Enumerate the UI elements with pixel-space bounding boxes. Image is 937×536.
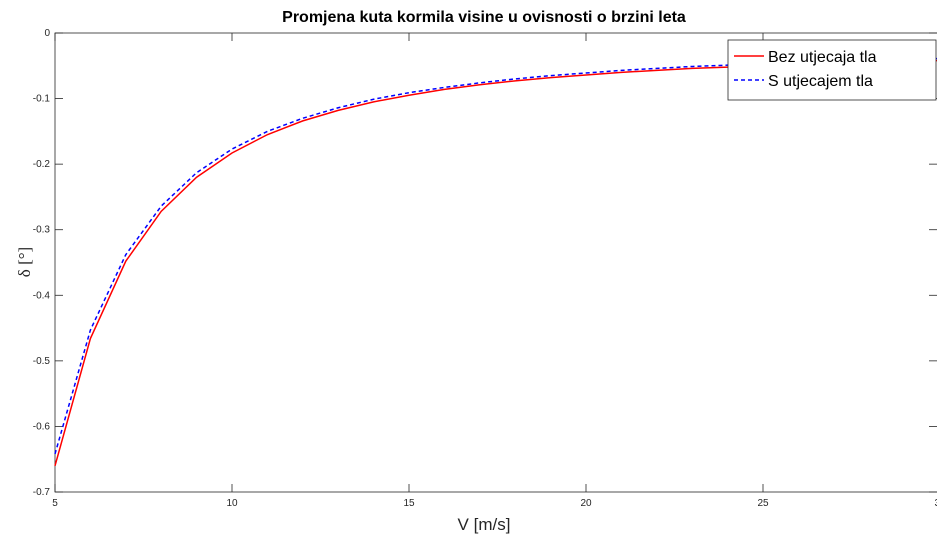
x-tick-label: 15 [403, 498, 415, 509]
y-tick-label: -0.6 [33, 421, 51, 432]
x-tick-label: 10 [226, 498, 238, 509]
y-tick-label: -0.4 [33, 290, 51, 301]
legend-label: Bez utjecaja tla [768, 49, 877, 66]
y-tick-label: -0.5 [33, 356, 51, 367]
y-tick-label: 0 [44, 28, 50, 39]
line-series [54, 57, 937, 455]
x-tick-label: 25 [757, 498, 769, 509]
chart-title: Promjena kuta kormila visine u ovisnosti… [282, 9, 686, 26]
legend-box [727, 39, 937, 101]
x-tick-label: 30 [934, 498, 937, 509]
y-tick-label: -0.1 [33, 94, 51, 105]
y-axis-label: δ [°] [15, 247, 34, 277]
y-tick-label: -0.2 [33, 159, 51, 170]
x-tick-label: 5 [52, 498, 58, 509]
y-tick-label: -0.3 [33, 225, 51, 236]
x-axis-label: V [m/s] [458, 515, 511, 534]
plot-area [54, 32, 937, 493]
legend-label: S utjecajem tla [768, 73, 873, 90]
y-tick-label: -0.7 [33, 487, 51, 498]
x-tick-label: 20 [580, 498, 592, 509]
